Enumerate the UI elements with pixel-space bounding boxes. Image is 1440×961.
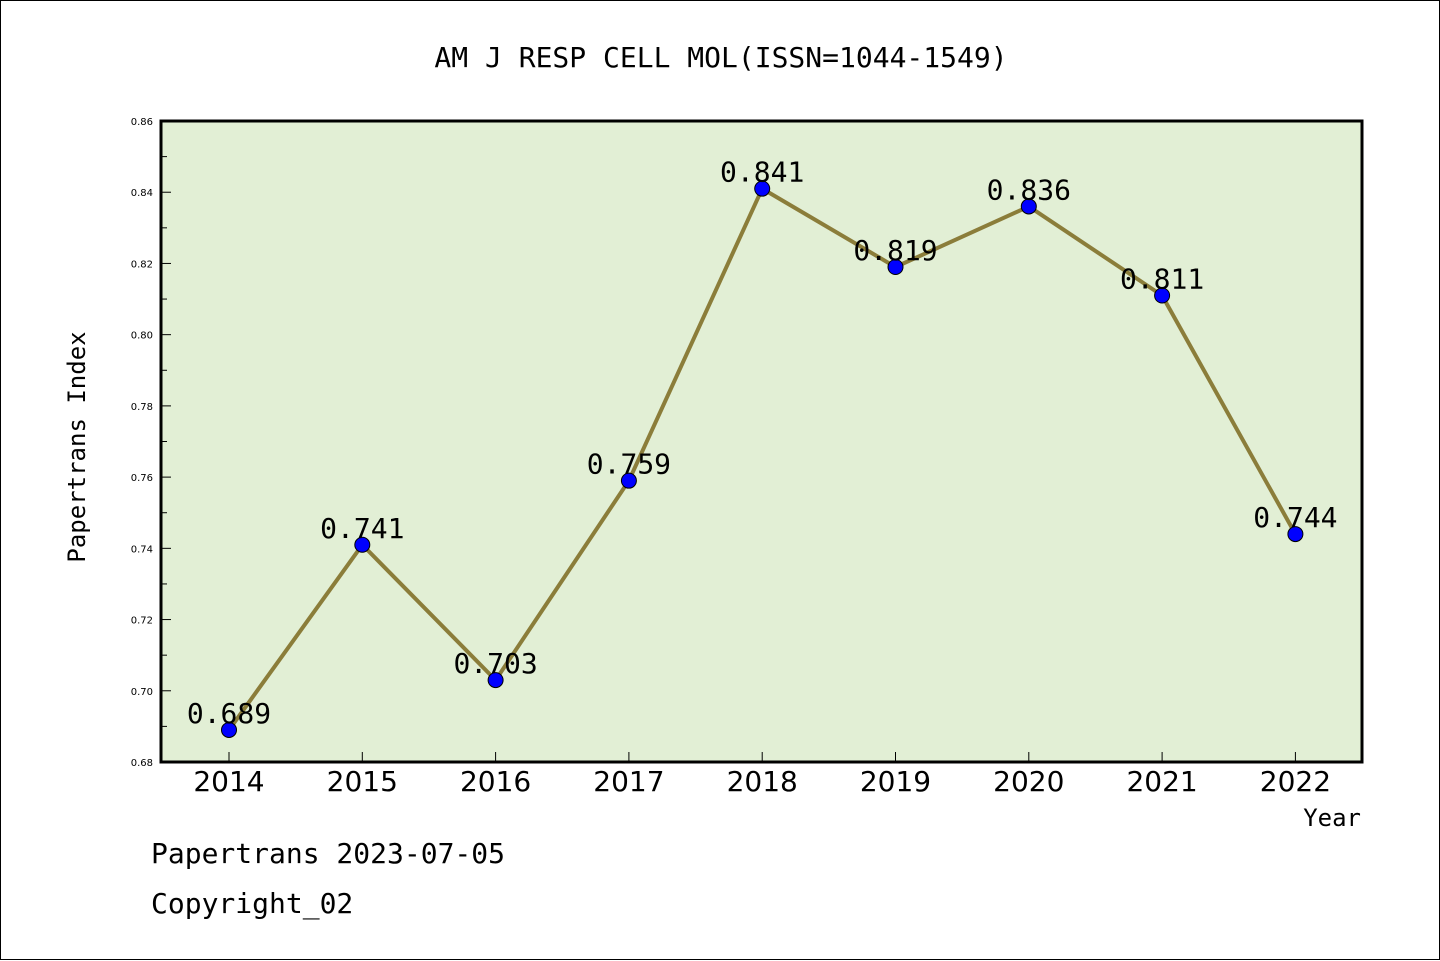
data-labels: 0.689 0.741 0.703 0.759 0.841 0.819 0.836 0.811… bbox=[187, 156, 1338, 730]
x-tick-label: 2015 bbox=[327, 765, 398, 798]
plot-area bbox=[159, 119, 1364, 764]
y-tick-label: 0.74 bbox=[131, 544, 153, 555]
y-tick-label: 0.80 bbox=[131, 331, 153, 342]
x-tick-label: 2019 bbox=[860, 765, 931, 798]
x-tick-label: 2016 bbox=[460, 765, 531, 798]
y-tick-label: 0.82 bbox=[131, 259, 153, 270]
y-tick-label: 0.84 bbox=[131, 188, 153, 199]
x-tick-label: 2018 bbox=[727, 765, 798, 798]
data-label: 0.841 bbox=[720, 156, 804, 189]
x-axis-title: Year bbox=[1303, 804, 1361, 832]
y-tick-label: 0.76 bbox=[131, 473, 153, 484]
footer-copyright-text: Copyright_02 bbox=[151, 887, 354, 920]
x-tick-label: 2021 bbox=[1126, 765, 1197, 798]
y-axis: 0.68 0.70 0.72 0.74 0.76 0.78 0.80 0.82 0.84 0.86 bbox=[131, 117, 171, 769]
data-point-marker bbox=[221, 721, 237, 738]
data-label: 0.741 bbox=[320, 512, 404, 545]
data-point-marker bbox=[620, 472, 637, 489]
data-markers bbox=[221, 180, 1304, 738]
data-point-marker bbox=[1020, 198, 1037, 215]
data-label: 0.703 bbox=[453, 647, 537, 680]
data-point-marker bbox=[487, 672, 504, 689]
x-tick-label: 2014 bbox=[193, 765, 264, 798]
data-point-marker bbox=[354, 536, 371, 553]
data-label: 0.689 bbox=[187, 697, 271, 730]
chart-title: AM J RESP CELL MOL(ISSN=1044-1549) bbox=[434, 41, 1007, 74]
data-label: 0.811 bbox=[1120, 262, 1204, 295]
data-point-marker bbox=[1154, 287, 1171, 304]
data-point-marker bbox=[1287, 526, 1304, 543]
y-tick-label: 0.72 bbox=[131, 616, 153, 627]
y-tick-label: 0.78 bbox=[131, 402, 153, 413]
x-tick-label: 2020 bbox=[993, 765, 1064, 798]
data-label: 0.759 bbox=[587, 448, 671, 481]
data-point-marker bbox=[887, 259, 904, 276]
y-tick-label: 0.68 bbox=[131, 758, 153, 769]
y-tick-label: 0.86 bbox=[131, 117, 153, 128]
data-label: 0.836 bbox=[987, 173, 1071, 206]
data-point-marker bbox=[754, 180, 771, 197]
x-axis: 2014 2015 2016 2017 2018 2019 2020 2021 2022 bbox=[193, 752, 1331, 798]
data-label: 0.744 bbox=[1253, 501, 1337, 534]
x-tick-label: 2022 bbox=[1260, 765, 1331, 798]
data-label: 0.819 bbox=[853, 234, 937, 267]
footer-date-text: Papertrans 2023-07-05 bbox=[151, 837, 506, 870]
x-tick-label: 2017 bbox=[593, 765, 664, 798]
y-axis-title: Papertrans Index bbox=[63, 331, 91, 562]
y-tick-label: 0.70 bbox=[131, 687, 153, 698]
